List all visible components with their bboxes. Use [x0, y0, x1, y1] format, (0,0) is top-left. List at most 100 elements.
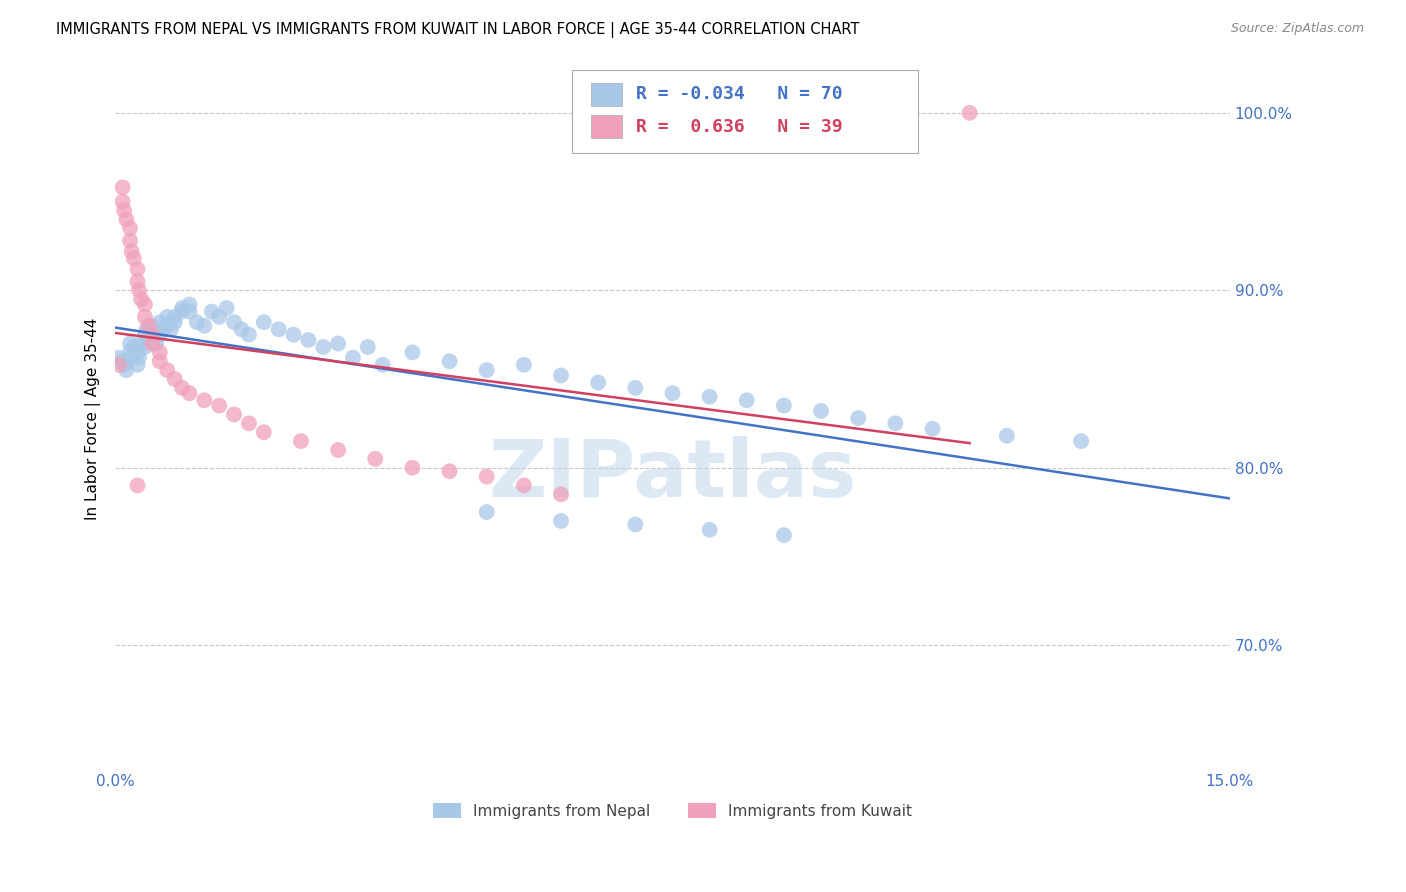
Point — [118, 345, 141, 359]
Point — [846, 411, 869, 425]
Point — [439, 354, 461, 368]
Point — [550, 368, 572, 383]
Text: ZIPatlas: ZIPatlas — [488, 436, 856, 514]
Point — [773, 528, 796, 542]
Point — [138, 318, 160, 333]
Y-axis label: In Labor Force | Age 35-44: In Labor Force | Age 35-44 — [86, 318, 101, 520]
Point — [152, 322, 174, 336]
Point — [112, 203, 135, 218]
Point — [163, 372, 186, 386]
Point — [122, 340, 145, 354]
Point — [134, 297, 156, 311]
Bar — [591, 83, 623, 105]
Point — [238, 327, 260, 342]
Point — [129, 292, 152, 306]
Point — [149, 354, 172, 368]
Point — [208, 399, 231, 413]
Point — [163, 310, 186, 324]
Point — [156, 318, 179, 333]
Text: IMMIGRANTS FROM NEPAL VS IMMIGRANTS FROM KUWAIT IN LABOR FORCE | AGE 35-44 CORRE: IMMIGRANTS FROM NEPAL VS IMMIGRANTS FROM… — [56, 22, 859, 38]
Point — [135, 322, 157, 336]
Point — [475, 469, 498, 483]
Point — [163, 315, 186, 329]
Point — [513, 358, 536, 372]
Point — [134, 310, 156, 324]
Bar — [591, 115, 623, 138]
Point — [884, 417, 907, 431]
Point — [149, 315, 172, 329]
Point — [141, 327, 163, 342]
Point — [624, 517, 647, 532]
Point — [128, 283, 150, 297]
Point — [127, 358, 149, 372]
Point — [921, 422, 943, 436]
Point — [342, 351, 364, 365]
Point — [475, 505, 498, 519]
Point — [108, 358, 131, 372]
Point — [134, 340, 156, 354]
Point — [439, 464, 461, 478]
Point — [127, 274, 149, 288]
Point — [253, 425, 276, 440]
Point — [111, 180, 134, 194]
Point — [253, 315, 276, 329]
Point — [127, 262, 149, 277]
Point — [624, 381, 647, 395]
FancyBboxPatch shape — [572, 70, 918, 153]
Point — [115, 212, 138, 227]
Point — [312, 340, 335, 354]
Point — [222, 315, 245, 329]
Point — [121, 351, 143, 365]
Point — [401, 345, 423, 359]
Point — [475, 363, 498, 377]
Point — [215, 301, 238, 315]
Point — [179, 386, 201, 401]
Point — [1070, 434, 1092, 448]
Point — [193, 393, 215, 408]
Point — [959, 106, 981, 120]
Point — [773, 399, 796, 413]
Point — [283, 327, 305, 342]
Point — [149, 327, 172, 342]
Point — [326, 442, 349, 457]
Point — [156, 363, 179, 377]
Point — [170, 301, 193, 315]
Point — [121, 244, 143, 259]
Point — [357, 340, 380, 354]
Point — [735, 393, 758, 408]
Text: Source: ZipAtlas.com: Source: ZipAtlas.com — [1230, 22, 1364, 36]
Point — [208, 310, 231, 324]
Point — [297, 333, 319, 347]
Point — [134, 327, 156, 342]
Point — [238, 417, 260, 431]
Point — [661, 386, 683, 401]
Point — [111, 194, 134, 209]
Point — [141, 336, 163, 351]
Legend: Immigrants from Nepal, Immigrants from Kuwait: Immigrants from Nepal, Immigrants from K… — [427, 797, 918, 825]
Point — [371, 358, 394, 372]
Point — [129, 336, 152, 351]
Point — [995, 429, 1018, 443]
Point — [586, 376, 609, 390]
Point — [127, 478, 149, 492]
Text: R = -0.034   N = 70: R = -0.034 N = 70 — [636, 86, 842, 103]
Point — [112, 358, 135, 372]
Point — [401, 460, 423, 475]
Point — [201, 304, 224, 318]
Point — [513, 478, 536, 492]
Point — [267, 322, 290, 336]
Point — [179, 304, 201, 318]
Point — [170, 381, 193, 395]
Point — [122, 252, 145, 266]
Point — [115, 363, 138, 377]
Point — [118, 234, 141, 248]
Point — [145, 336, 167, 351]
Point — [111, 354, 134, 368]
Point — [550, 514, 572, 528]
Point — [290, 434, 312, 448]
Point — [149, 345, 172, 359]
Point — [222, 408, 245, 422]
Point — [108, 351, 131, 365]
Point — [118, 221, 141, 235]
Point — [231, 322, 253, 336]
